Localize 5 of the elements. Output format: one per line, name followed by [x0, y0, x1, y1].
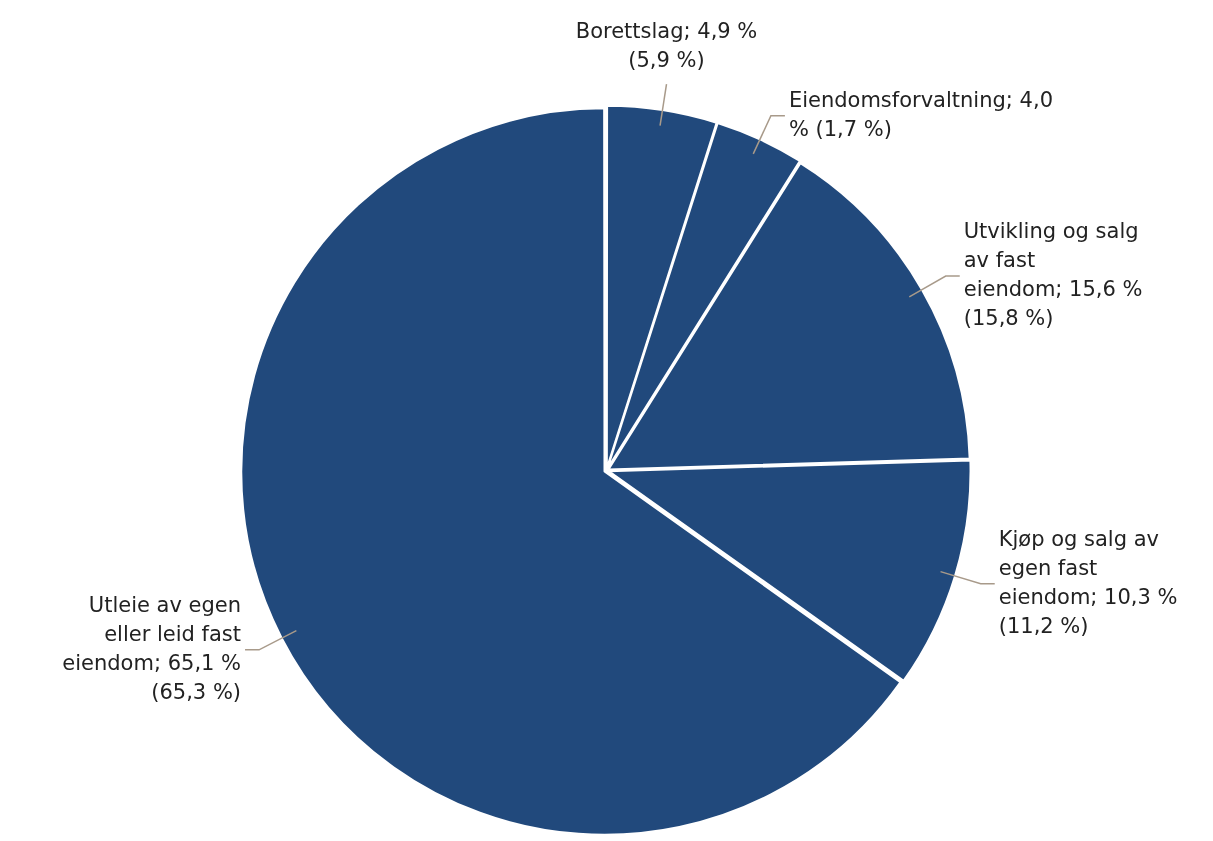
slice-label: Eiendomsforvaltning; 4,0 % (1,7 %) [788, 87, 1053, 141]
slice-label: Utvikling og salg av fast eiendom; 15,6 % (15,8 %) [963, 219, 1143, 331]
slice-label: Kjøp og salg av egen fast eiendom; 10,3 % (11,2 %) [998, 526, 1178, 638]
slice-label: Utleie av egen eller leid fast eiendom; 65,1 % (65,3 %) [62, 592, 242, 704]
slice-label: Borettslag; 4,9 % (5,9 %) [575, 19, 758, 73]
